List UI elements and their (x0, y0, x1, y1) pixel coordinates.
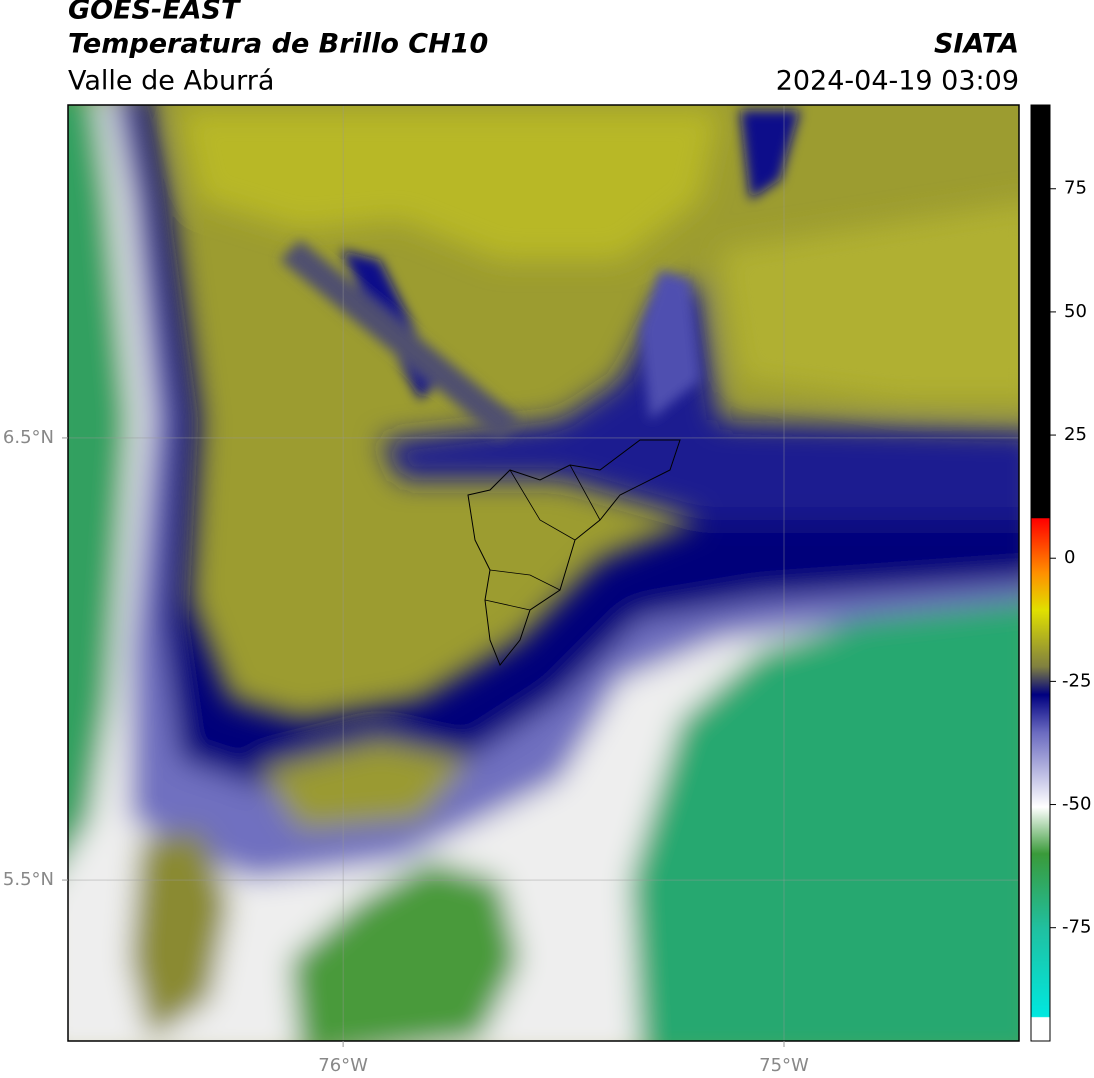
grid (68, 105, 1019, 1041)
colorbar-tick-label: -50 (1062, 794, 1091, 815)
satellite-image (68, 105, 1019, 1041)
y-tick-label: 5.5°N (3, 869, 54, 890)
colorbar-tick-label: -25 (1062, 670, 1091, 691)
colorbar-tick-label: 25 (1064, 424, 1087, 445)
subtitle: Temperatura de Brillo CH10 (68, 29, 488, 60)
region: Valle de Aburrá (68, 66, 274, 97)
colorbar-tick-label: 50 (1064, 301, 1087, 322)
colorbar-tick-label: -75 (1062, 917, 1091, 938)
colorbar-tick-label: 75 (1064, 178, 1087, 199)
x-tick-label: 76°W (318, 1055, 368, 1076)
title: GOES-EAST (68, 0, 242, 26)
municipality-borders (484, 464, 601, 611)
colorbar (1030, 104, 1051, 1042)
y-tick-label: 6.5°N (3, 427, 54, 448)
source: SIATA (934, 29, 1019, 60)
x-tick-label: 75°W (759, 1055, 809, 1076)
datetime: 2024-04-19 03:09 (776, 66, 1019, 97)
map-frame (67, 104, 1020, 1042)
colorbar-tick-label: 0 (1064, 547, 1075, 568)
